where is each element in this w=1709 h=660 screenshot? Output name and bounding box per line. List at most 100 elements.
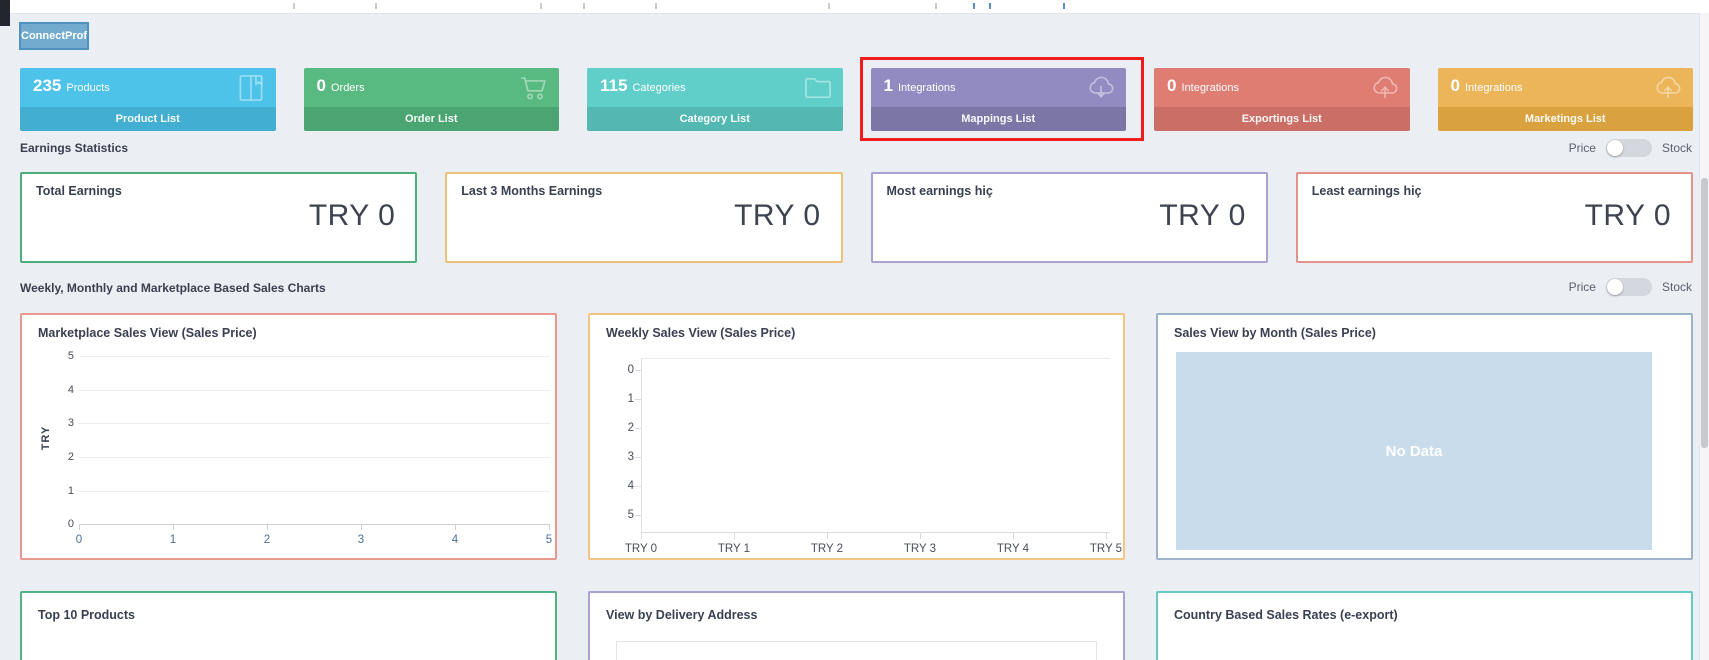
stat-card-orders[interactable]: 0 Orders Order List: [303, 68, 559, 131]
axis-tick: [635, 399, 641, 400]
x-tick-label: TRY 0: [624, 543, 658, 555]
x-tick-label: TRY 2: [810, 543, 844, 555]
gridline: [79, 423, 550, 424]
x-tick-label: TRY 5: [1089, 543, 1123, 555]
axis-tick: [635, 370, 641, 371]
scrollbar-thumb[interactable]: [1701, 178, 1708, 448]
earnings-card-value: TRY 0: [1159, 199, 1246, 232]
y-tick-label: 1: [627, 393, 634, 405]
marketings-list-link[interactable]: Marketings List: [1437, 107, 1693, 131]
top-10-products-card: Top 10 Products: [20, 591, 557, 660]
stat-card-body: 0 Integrations: [1154, 68, 1410, 107]
axis-tick: [734, 533, 735, 539]
axis-tick: [361, 524, 362, 530]
stat-value: 0: [316, 76, 326, 95]
least-earnings-card: Least earnings hiç TRY 0: [1295, 172, 1693, 263]
price-stock-toggle[interactable]: [1605, 139, 1652, 157]
axis-tick: [827, 533, 828, 539]
charts-section-title: Weekly, Monthly and Marketplace Based Sa…: [20, 281, 326, 295]
chart-title: Sales View by Month (Sales Price): [1174, 326, 1376, 340]
stat-card-mappings[interactable]: 1 Integrations Mappings List: [870, 68, 1126, 131]
total-earnings-card: Total Earnings TRY 0: [20, 172, 418, 263]
axis-tick: [635, 428, 641, 429]
stat-card-marketings[interactable]: 0 Integrations Marketings List: [1437, 68, 1693, 131]
y-tick-label: 0: [67, 518, 74, 530]
y-tick-label: 2: [627, 422, 634, 434]
stat-value: 115: [600, 76, 628, 95]
gridline: [79, 491, 550, 492]
stat-value: 0: [1167, 76, 1177, 95]
earnings-cards-row: Total Earnings TRY 0 Last 3 Months Earni…: [20, 172, 1693, 263]
mappings-list-link[interactable]: Mappings List: [870, 107, 1126, 131]
earnings-card-value: TRY 0: [734, 199, 821, 232]
stat-label: Products: [66, 82, 110, 94]
stat-card-exportings[interactable]: 0 Integrations Exportings List: [1154, 68, 1410, 131]
earnings-card-label: Total Earnings: [36, 184, 122, 198]
exportings-list-link[interactable]: Exportings List: [1154, 107, 1410, 131]
folder-icon: [801, 71, 835, 105]
axis-tick: [79, 524, 80, 530]
toolbar-remnant-mark: [828, 3, 830, 9]
last-3-months-earnings-card: Last 3 Months Earnings TRY 0: [445, 172, 843, 263]
y-tick-label: 3: [67, 417, 74, 429]
axis-tick: [635, 457, 641, 458]
category-list-link[interactable]: Category List: [587, 107, 843, 131]
stat-cards-row: 235 Products Product List 0 Orders Order…: [20, 68, 1693, 131]
stat-card-categories[interactable]: 115 Categories Category List: [587, 68, 843, 131]
stat-label: Integrations: [897, 82, 956, 94]
card-title: Top 10 Products: [38, 608, 136, 622]
x-axis-line: [79, 524, 550, 525]
toggle-right-label: Stock: [1661, 141, 1692, 155]
connectprof-button[interactable]: ConnectProf: [19, 22, 89, 50]
x-tick-label: 0: [75, 534, 83, 546]
sidebar-corner-sliver: [0, 0, 10, 26]
weekly-sales-chart-card: Weekly Sales View (Sales Price) 0 1 2 3 …: [588, 313, 1125, 560]
toggle-knob: [1606, 140, 1623, 156]
stat-label: Integrations: [1181, 82, 1239, 94]
y-tick-label: 3: [627, 451, 634, 463]
x-tick-label: TRY 3: [903, 543, 937, 555]
x-tick-label: TRY 4: [996, 543, 1030, 555]
earnings-card-value: TRY 0: [1584, 199, 1671, 232]
stat-card-body: 0 Orders: [303, 68, 559, 107]
toolbar-remnant-mark: [583, 3, 585, 9]
most-earnings-card: Most earnings hiç TRY 0: [870, 172, 1268, 263]
gridline: [79, 356, 550, 357]
shopping-cart-icon: [517, 71, 551, 105]
cloud-upload-icon: [1651, 71, 1685, 105]
axis-tick: [455, 524, 456, 530]
stat-value: 0: [1450, 76, 1460, 95]
axis-tick: [1013, 533, 1014, 539]
toolbar-remnant-mark: [935, 3, 937, 9]
stat-card-body: 115 Categories: [587, 68, 843, 107]
order-list-link[interactable]: Order List: [303, 107, 559, 131]
no-data-label: No Data: [1385, 442, 1443, 460]
marketplace-sales-chart-card: Marketplace Sales View (Sales Price) TRY…: [20, 313, 557, 560]
stat-card-body: 0 Integrations: [1437, 68, 1693, 107]
y-tick-label: 1: [67, 485, 74, 497]
y-tick-label: 5: [627, 509, 634, 521]
charts-price-stock-toggle-group: Price Stock: [1569, 278, 1692, 296]
vertical-scrollbar[interactable]: [1699, 13, 1709, 660]
x-tick-label: 2: [263, 534, 271, 546]
earnings-card-label: Most earnings hiç: [886, 184, 993, 198]
toolbar-remnant-mark: [1063, 3, 1065, 9]
cropped-toolbar-strip: [10, 0, 1709, 14]
axis-tick: [267, 524, 268, 530]
toolbar-remnant-mark: [973, 3, 975, 9]
product-list-link[interactable]: Product List: [20, 107, 276, 131]
connectprof-label: ConnectProf: [21, 30, 87, 42]
chart-title: Weekly Sales View (Sales Price): [606, 326, 796, 340]
earnings-card-value: TRY 0: [308, 199, 396, 232]
stat-label: Categories: [632, 82, 686, 94]
country-sales-rates-card: Country Based Sales Rates (e-export): [1156, 591, 1693, 660]
stat-card-products[interactable]: 235 Products Product List: [20, 68, 276, 131]
toggle-knob: [1606, 279, 1623, 295]
plot-top-border: [641, 358, 1110, 359]
price-stock-toggle[interactable]: [1605, 278, 1652, 296]
stat-value: 235: [33, 76, 62, 95]
toolbar-remnant-mark: [989, 3, 991, 9]
toolbar-remnant-mark: [655, 3, 657, 9]
toolbar-remnant-mark: [293, 3, 295, 9]
earnings-card-label: Least earnings hiç: [1311, 184, 1422, 198]
